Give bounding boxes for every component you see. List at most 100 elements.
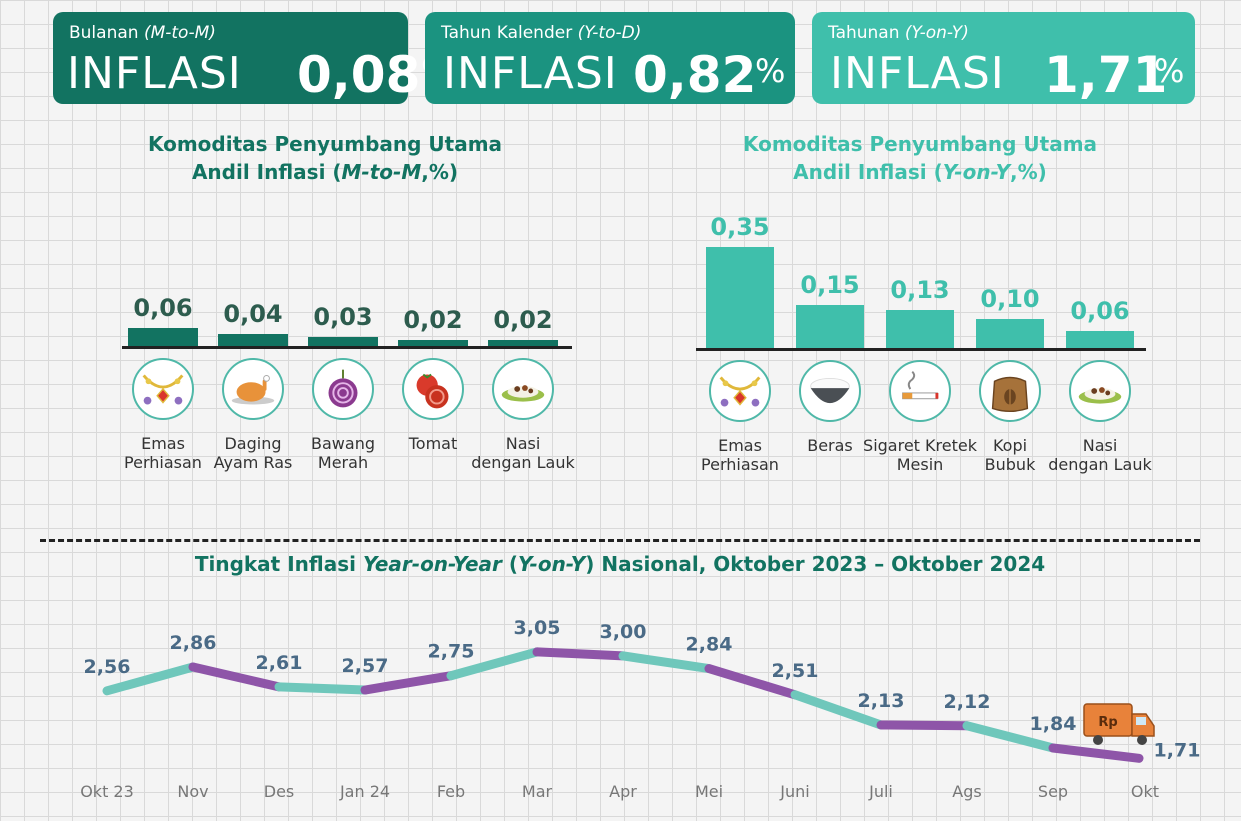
point-value-label: 2,57: [342, 655, 389, 677]
bar-value-label: 0,10: [980, 285, 1040, 313]
mtm-title-italic: M-to-M: [341, 160, 422, 184]
commodity-label: Emas Perhiasan: [98, 434, 228, 472]
bar-baseline: [696, 348, 1146, 351]
line-segment: [102, 662, 198, 696]
point-value-label: 3,05: [514, 617, 561, 639]
x-tick-label: Juni: [779, 782, 809, 801]
yoy-title-line2: Andil Inflasi (Y-on-Y,%): [715, 158, 1125, 186]
mtm-title-prefix: Andil Inflasi (: [191, 160, 342, 184]
line-segment: [274, 682, 370, 695]
commodity-label-line: Kopi: [992, 436, 1028, 455]
x-tick-label: Apr: [609, 782, 637, 801]
coffee-sack-icon: [991, 376, 1029, 413]
line-segment: [962, 721, 1058, 753]
point-value-label: 2,12: [944, 691, 991, 713]
jewelry-icon: [719, 376, 761, 407]
commodity-label: Daging Ayam Ras: [188, 434, 318, 472]
commodity-label-line: Merah: [317, 453, 369, 472]
coffee-sack-icon-badge: [979, 360, 1041, 422]
commodity-label-line: Tomat: [408, 434, 458, 453]
card-value: 1,71: [1044, 46, 1168, 104]
card-value: 0,82: [633, 46, 757, 104]
truck-label: Rp: [1098, 715, 1117, 730]
card-mtm: Bulanan (M-to-M) INFLASI 0,08 %: [53, 12, 451, 104]
mtm-section-title: Komoditas Penyumbang Utama Andil Inflasi…: [120, 130, 530, 186]
x-tick-label: Okt 23: [80, 782, 134, 801]
card-period-code: (Y-on-Y): [904, 23, 969, 43]
bar: [398, 340, 468, 346]
point-value-label: 2,61: [256, 652, 303, 674]
bar: [796, 304, 864, 348]
bar-value-label: 0,15: [800, 270, 860, 299]
card-period: Tahun Kalender: [441, 23, 573, 43]
commodity-label-line: dengan Lauk: [471, 453, 575, 472]
card-unit: %: [1154, 52, 1185, 90]
jewelry-icon: [142, 374, 184, 405]
commodity-label: Kopi Bubuk: [945, 436, 1075, 474]
card-period: Bulanan: [69, 23, 139, 43]
line-segment: [532, 647, 628, 661]
card-yoy: Tahunan (Y-on-Y) INFLASI 1,71 %: [812, 12, 1195, 104]
red-onion-icon: [328, 369, 358, 408]
bar-baseline: [122, 346, 572, 349]
bar: [976, 319, 1044, 348]
line-title-prefix: Tingkat Inflasi: [194, 552, 363, 576]
roast-chicken-icon-badge: [222, 358, 284, 420]
x-tick-label: Jan 24: [339, 782, 390, 801]
line-segment: [876, 720, 972, 731]
x-tick-label: Nov: [177, 782, 208, 801]
commodity-label: Beras: [765, 436, 895, 455]
cigarette-icon: [902, 370, 939, 400]
line-title-suffix: ) Nasional, Oktober 2023 – Oktober 2024: [585, 552, 1046, 576]
x-tick-label: Sep: [1038, 782, 1068, 801]
line-title-italic2: Y-on-Y: [517, 552, 586, 576]
commodity-label-line: Bubuk: [984, 455, 1036, 474]
roast-chicken-icon: [231, 374, 275, 405]
bar-value-label: 0,02: [403, 306, 463, 334]
commodity-label-line: Sigaret Kretek: [863, 436, 977, 455]
bar-value-label: 0,06: [133, 294, 193, 322]
x-tick-label: Juli: [868, 782, 893, 801]
commodity-label-line: Emas: [141, 434, 185, 453]
rice-dish-icon-badge: [1069, 360, 1131, 422]
bar-value-label: 0,03: [313, 303, 373, 331]
point-value-label: 2,51: [772, 660, 819, 682]
point-value-label: 2,75: [428, 641, 475, 663]
commodity-label-line: Perhiasan: [124, 453, 202, 472]
bar: [706, 246, 774, 348]
yoy-section-title: Komoditas Penyumbang Utama Andil Inflasi…: [715, 130, 1125, 186]
bar: [886, 310, 954, 348]
mtm-title-line1: Komoditas Penyumbang Utama: [147, 132, 503, 156]
x-tick-label: Mei: [695, 782, 723, 801]
mtm-title-suffix: ,%): [421, 160, 459, 184]
commodity-label-line: Emas: [718, 436, 762, 455]
x-tick-label: Okt: [1131, 782, 1159, 801]
commodity-label-line: Bawang: [311, 434, 375, 453]
card-label: INFLASI: [443, 48, 618, 99]
tomato-icon-badge: [402, 358, 464, 420]
rice-bowl-icon-badge: [799, 360, 861, 422]
point-value-label: 2,13: [858, 690, 905, 712]
card-period-code: (Y-to-D): [577, 23, 642, 43]
bar-value-label: 0,35: [710, 212, 770, 241]
bar: [218, 334, 288, 346]
rice-bowl-icon: [810, 377, 850, 404]
rice-dish-icon: [501, 385, 545, 402]
commodity-label-line: Nasi: [505, 434, 541, 453]
yoy-line-chart: 2,56 Okt 23 2,86 Nov 2,61 Des 2,57 Jan 24 2,75 Fe…: [80, 617, 1200, 801]
card-period-code: (M-to-M): [143, 23, 216, 43]
x-tick-label: Feb: [437, 782, 465, 801]
commodity-label: Emas Perhiasan: [675, 436, 805, 474]
bar: [488, 340, 558, 346]
tomato-icon: [416, 373, 449, 409]
x-tick-label: Mar: [522, 782, 553, 801]
point-value-label: 1,84: [1030, 713, 1077, 735]
commodity-label-line: dengan Lauk: [1048, 455, 1152, 474]
point-value-label: 3,00: [600, 621, 647, 643]
yoy-title-line1: Komoditas Penyumbang Utama: [742, 132, 1098, 156]
bar-value-label: 0,02: [493, 306, 553, 334]
cigarette-icon-badge: [889, 360, 951, 422]
yoy-title-italic: Y-on-Y: [942, 160, 1011, 184]
line-segment: [618, 651, 714, 674]
red-onion-icon-badge: [312, 358, 374, 420]
